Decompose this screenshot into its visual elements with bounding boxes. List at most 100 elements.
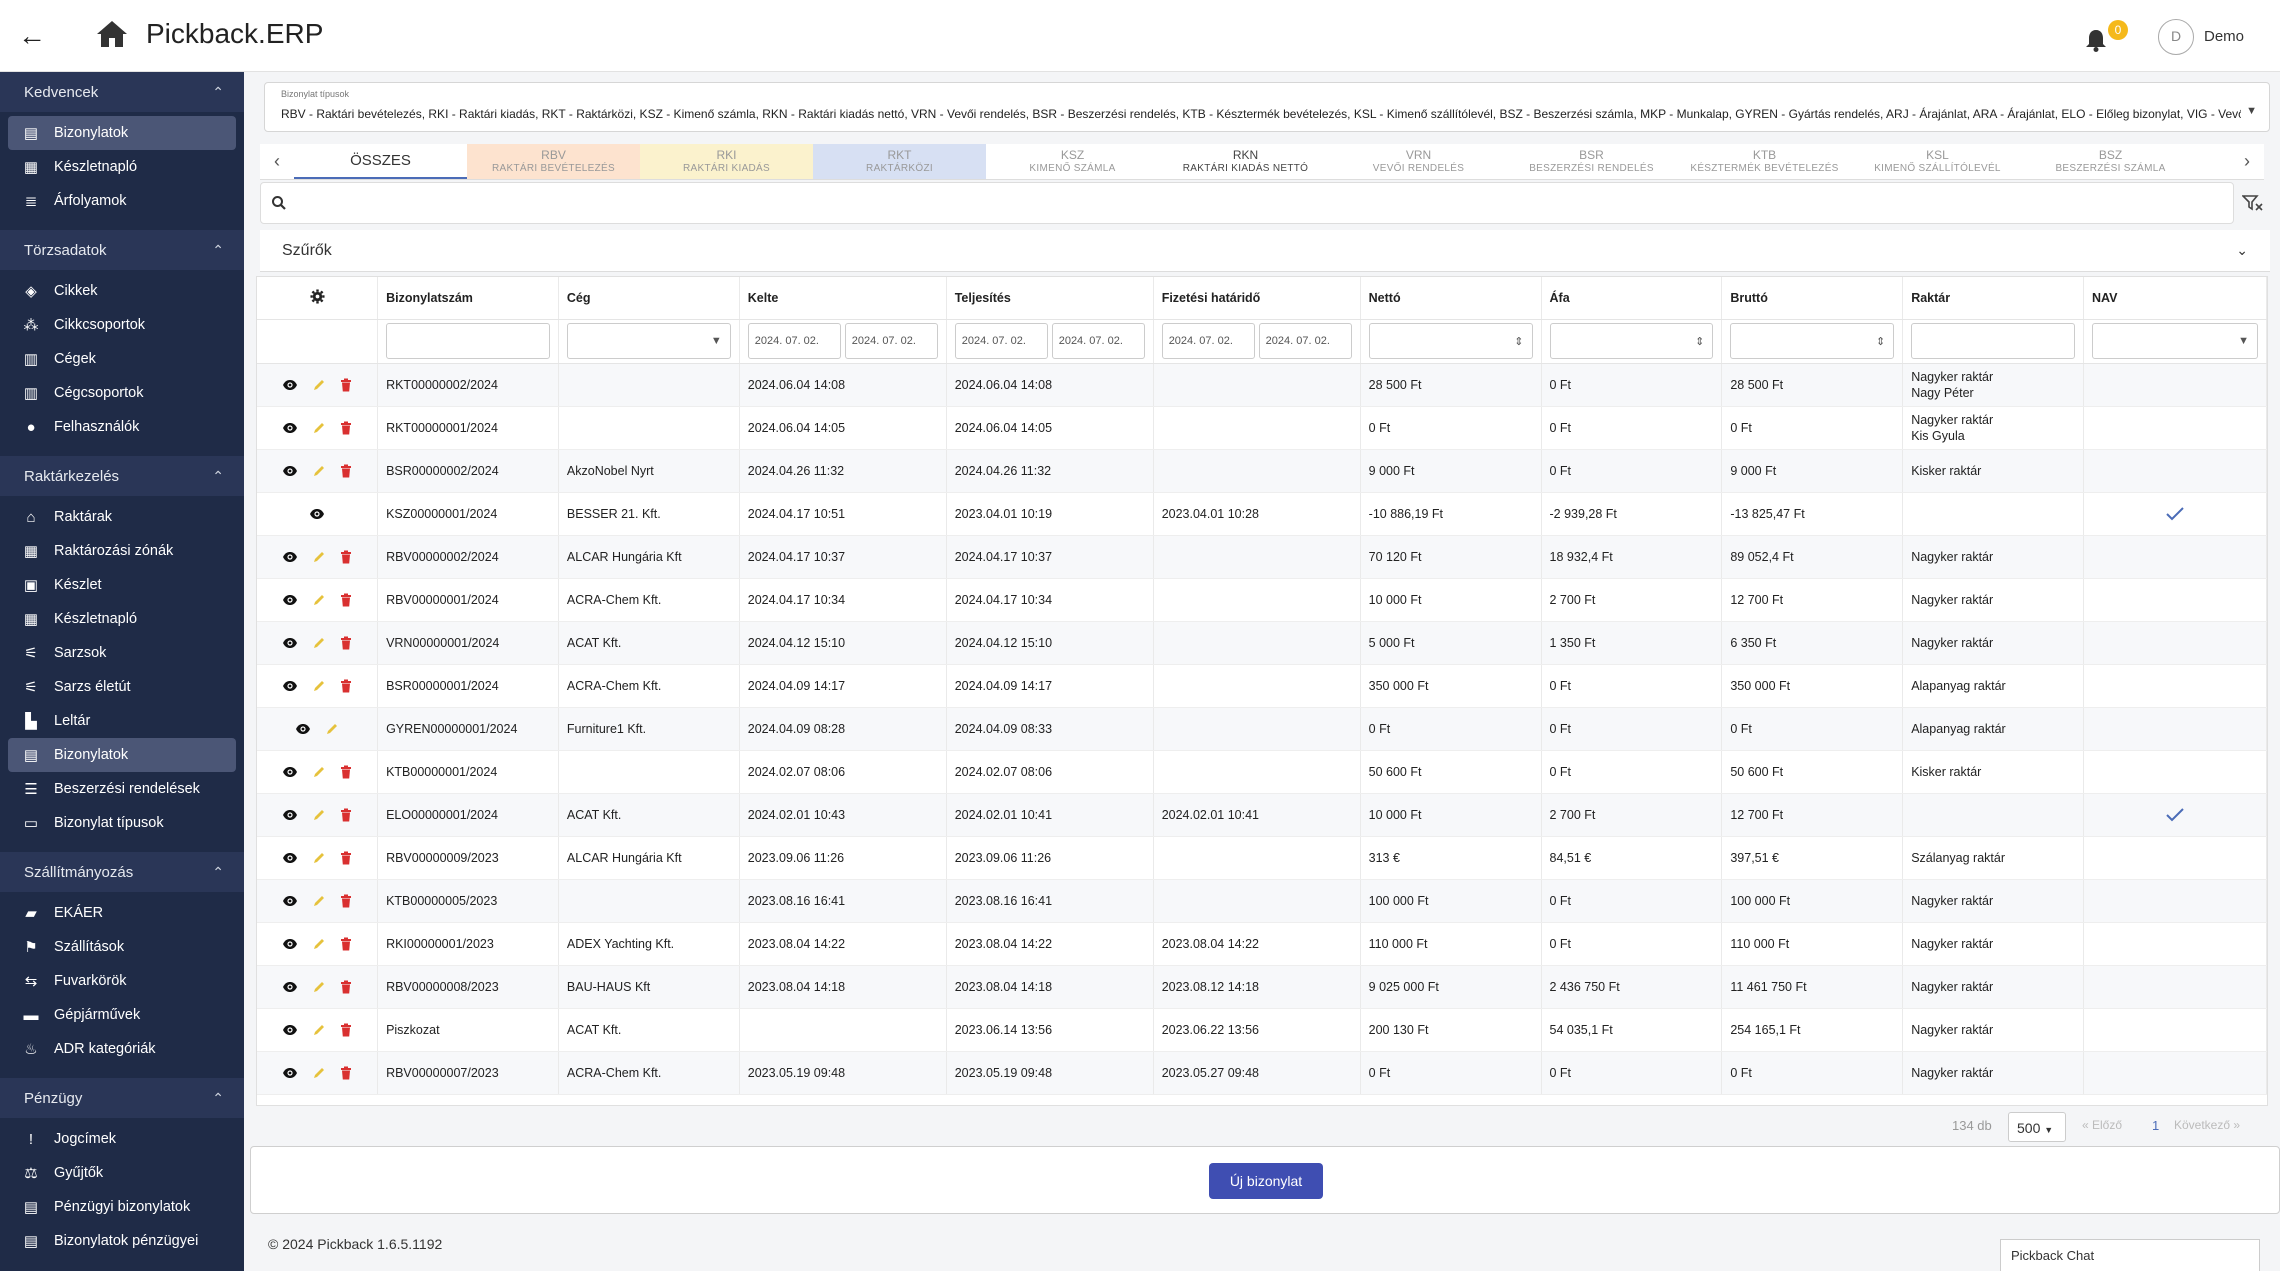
view-eye-icon[interactable] bbox=[282, 551, 298, 563]
delete-trash-icon[interactable] bbox=[340, 765, 352, 779]
sidebar-section[interactable]: Szállítmányozás ⌃ bbox=[0, 852, 244, 892]
delete-trash-icon[interactable] bbox=[340, 894, 352, 908]
sidebar-section[interactable]: Törzsadatok ⌃ bbox=[0, 230, 244, 270]
col-warehouse[interactable]: Raktár bbox=[1902, 277, 2085, 320]
col-issue-date[interactable]: Kelte bbox=[739, 277, 947, 320]
view-eye-icon[interactable] bbox=[282, 1024, 298, 1036]
table-row[interactable]: RBV00000002/2024 ALCAR Hungária Kft 2024.0… bbox=[257, 535, 2267, 579]
edit-pencil-icon[interactable] bbox=[312, 593, 326, 607]
delete-trash-icon[interactable] bbox=[340, 636, 352, 650]
avatar[interactable]: D bbox=[2158, 19, 2194, 55]
sidebar-item[interactable]: ▥ Cégek bbox=[8, 342, 236, 376]
chevron-up-icon[interactable]: ⌃ bbox=[212, 241, 224, 258]
tab-bsz[interactable]: BSZ BESZERZÉSI SZÁMLA bbox=[2024, 144, 2197, 179]
chevron-up-icon[interactable]: ⌃ bbox=[212, 1089, 224, 1106]
sidebar-item[interactable]: ≣ Árfolyamok bbox=[8, 184, 236, 218]
sidebar-section[interactable]: Kedvencek ⌃ bbox=[0, 72, 244, 112]
payment-due-from[interactable]: 2024. 07. 02. bbox=[1161, 323, 1255, 359]
sidebar-item[interactable]: ▣ Készlet bbox=[8, 568, 236, 602]
bell-icon[interactable] bbox=[2082, 26, 2110, 54]
tab-vrn[interactable]: VRN VEVŐI RENDELÉS bbox=[1332, 144, 1505, 179]
table-row[interactable]: RKT00000001/2024 2024.06.04 14:05 2024.06.… bbox=[257, 406, 2267, 450]
edit-pencil-icon[interactable] bbox=[312, 679, 326, 693]
edit-pencil-icon[interactable] bbox=[312, 378, 326, 392]
edit-pencil-icon[interactable] bbox=[312, 765, 326, 779]
view-eye-icon[interactable] bbox=[282, 465, 298, 477]
table-row[interactable]: VRN00000001/2024 ACAT Kft. 2024.04.12 15:1… bbox=[257, 621, 2267, 665]
tab-ksz[interactable]: KSZ KIMENŐ SZÁMLA bbox=[986, 144, 1159, 179]
table-row[interactable]: ELO00000001/2024 ACAT Kft. 2024.02.01 10:4… bbox=[257, 793, 2267, 837]
col-fulfillment-date[interactable]: Teljesítés bbox=[946, 277, 1154, 320]
col-vat[interactable]: Áfa bbox=[1541, 277, 1723, 320]
view-eye-icon[interactable] bbox=[282, 422, 298, 434]
sidebar-item[interactable]: ▬ Gépjárművek bbox=[8, 998, 236, 1032]
sidebar-section[interactable]: Pénzügy ⌃ bbox=[0, 1078, 244, 1118]
delete-trash-icon[interactable] bbox=[340, 937, 352, 951]
table-row[interactable]: RBV00000007/2023 ACRA-Chem Kft. 2023.05.19… bbox=[257, 1051, 2267, 1095]
sidebar-item[interactable]: ⚟ Sarzsok bbox=[8, 636, 236, 670]
sidebar-item[interactable]: ▤ Bizonylatok pénzügyei bbox=[8, 1224, 236, 1258]
view-eye-icon[interactable] bbox=[282, 680, 298, 692]
col-gross[interactable]: Bruttó bbox=[1721, 277, 1904, 320]
delete-trash-icon[interactable] bbox=[340, 1066, 352, 1080]
tab-összes[interactable]: ÖSSZES bbox=[294, 144, 467, 179]
edit-pencil-icon[interactable] bbox=[312, 808, 326, 822]
delete-trash-icon[interactable] bbox=[340, 550, 352, 564]
delete-trash-icon[interactable] bbox=[340, 808, 352, 822]
delete-trash-icon[interactable] bbox=[340, 421, 352, 435]
view-eye-icon[interactable] bbox=[282, 981, 298, 993]
sidebar-item[interactable]: ▙ Leltár bbox=[8, 704, 236, 738]
table-row[interactable]: RBV00000009/2023 ALCAR Hungária Kft 2023.0… bbox=[257, 836, 2267, 880]
sidebar-item[interactable]: ! Jogcímek bbox=[8, 1122, 236, 1156]
sidebar-item[interactable]: ● Felhasználók bbox=[8, 410, 236, 444]
delete-trash-icon[interactable] bbox=[340, 679, 352, 693]
document-number-filter[interactable] bbox=[386, 323, 550, 359]
chevron-up-icon[interactable]: ⌃ bbox=[212, 83, 224, 100]
gross-filter[interactable]: ⇕ bbox=[1730, 323, 1895, 359]
tab-rbv[interactable]: RBV RAKTÁRI BEVÉTELEZÉS bbox=[467, 144, 640, 179]
home-icon[interactable] bbox=[92, 14, 132, 54]
page-number[interactable]: 1 bbox=[2152, 1118, 2160, 1133]
table-row[interactable]: Piszkozat ACAT Kft. 2023.06.14 13:56 2023.0… bbox=[257, 1008, 2267, 1052]
fulfillment-date-to[interactable]: 2024. 07. 02. bbox=[1051, 323, 1145, 359]
table-row[interactable]: RKT00000002/2024 2024.06.04 14:08 2024.06.… bbox=[257, 363, 2267, 407]
table-row[interactable]: KTB00000005/2023 2023.08.16 16:41 2023.08.… bbox=[257, 879, 2267, 923]
edit-pencil-icon[interactable] bbox=[312, 851, 326, 865]
view-eye-icon[interactable] bbox=[282, 809, 298, 821]
sidebar-item[interactable]: ▤ Pénzügyi bizonylatok bbox=[8, 1190, 236, 1224]
edit-pencil-icon[interactable] bbox=[312, 1023, 326, 1037]
sidebar-item[interactable]: ▤ Bizonylatok bbox=[8, 116, 236, 150]
issue-date-from[interactable]: 2024. 07. 02. bbox=[747, 323, 841, 359]
col-company[interactable]: Cég bbox=[558, 277, 740, 320]
table-row[interactable]: BSR00000002/2024 AkzoNobel Nyrt 2024.04.26… bbox=[257, 449, 2267, 493]
view-eye-icon[interactable] bbox=[282, 938, 298, 950]
tabs-scroll-left-icon[interactable]: ‹ bbox=[274, 151, 280, 171]
chevron-down-icon[interactable]: ⌄ bbox=[2236, 242, 2248, 258]
tab-rkt[interactable]: RKT RAKTÁRKÖZI bbox=[813, 144, 986, 179]
table-row[interactable]: RBV00000001/2024 ACRA-Chem Kft. 2024.04.17… bbox=[257, 578, 2267, 622]
view-eye-icon[interactable] bbox=[282, 637, 298, 649]
edit-pencil-icon[interactable] bbox=[312, 937, 326, 951]
view-eye-icon[interactable] bbox=[282, 1067, 298, 1079]
prev-page-button[interactable]: « Előző bbox=[2082, 1118, 2123, 1132]
sidebar-item[interactable]: ▰ EKÁER bbox=[8, 896, 236, 930]
back-arrow-icon[interactable]: ← bbox=[18, 20, 46, 51]
tabs-scroll-right-icon[interactable]: › bbox=[2244, 151, 2250, 171]
spinner-icon[interactable]: ⇕ bbox=[1695, 335, 1705, 348]
tab-bsr[interactable]: BSR BESZERZÉSI RENDELÉS bbox=[1505, 144, 1678, 179]
view-eye-icon[interactable] bbox=[282, 766, 298, 778]
delete-trash-icon[interactable] bbox=[340, 980, 352, 994]
col-nav[interactable]: NAV bbox=[2083, 277, 2267, 320]
payment-due-to[interactable]: 2024. 07. 02. bbox=[1258, 323, 1352, 359]
edit-pencil-icon[interactable] bbox=[312, 894, 326, 908]
table-row[interactable]: GYREN00000001/2024 Furniture1 Kft. 2024.04… bbox=[257, 707, 2267, 751]
vat-filter[interactable]: ⇕ bbox=[1549, 323, 1714, 359]
table-row[interactable]: KSZ00000001/2024 BESSER 21. Kft. 2024.04.1… bbox=[257, 492, 2267, 536]
sidebar-item[interactable]: ⇆ Fuvarkörök bbox=[8, 964, 236, 998]
edit-pencil-icon[interactable] bbox=[312, 636, 326, 650]
delete-trash-icon[interactable] bbox=[340, 464, 352, 478]
chat-widget[interactable]: Pickback Chat bbox=[2000, 1239, 2260, 1271]
filters-panel[interactable]: Szűrők ⌄ bbox=[260, 230, 2270, 272]
sidebar-item[interactable]: ♨ ADR kategóriák bbox=[8, 1032, 236, 1066]
view-eye-icon[interactable] bbox=[309, 508, 325, 520]
